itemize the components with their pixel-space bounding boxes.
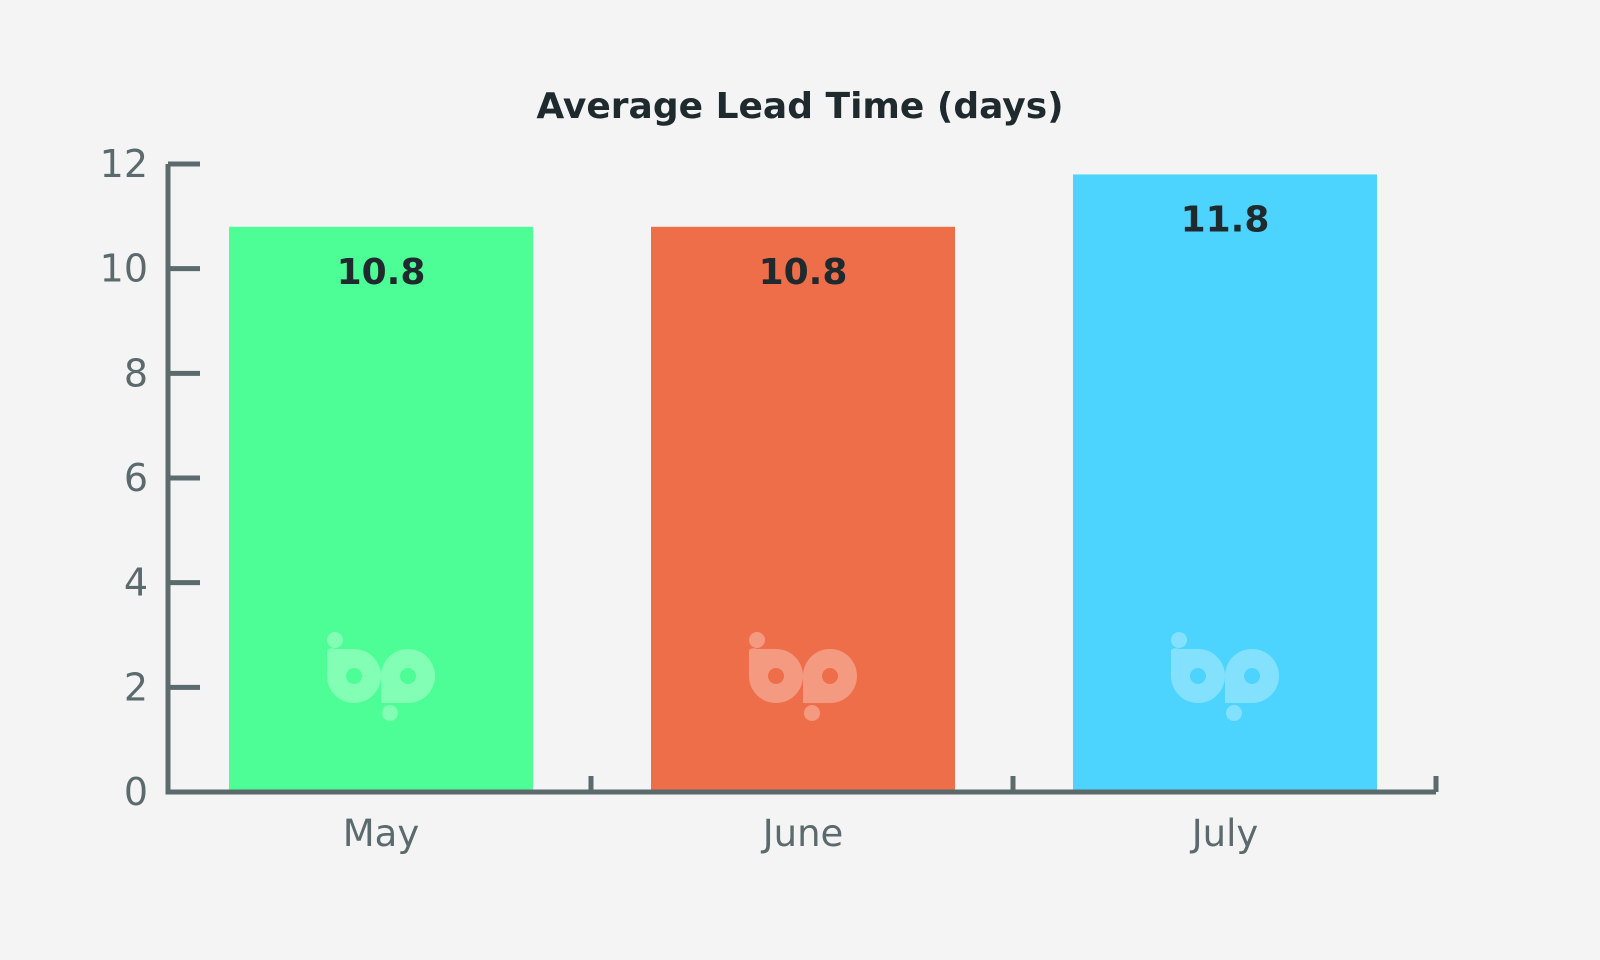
data-label: 10.8 — [759, 252, 848, 293]
data-label: 11.8 — [1181, 199, 1270, 240]
bp-logo-icon — [1171, 632, 1279, 721]
bar-group-june: 10.8 — [651, 226, 955, 793]
y-tick-label: 2 — [124, 665, 148, 709]
bar-group-may: 10.8 — [229, 226, 533, 793]
y-tick-label: 12 — [100, 142, 148, 186]
x-axis: May June July — [165, 776, 1439, 855]
y-tick-label: 0 — [124, 770, 148, 814]
y-tick-label: 4 — [124, 561, 148, 605]
x-tick-label: July — [1190, 812, 1259, 855]
x-tick-label: June — [761, 812, 844, 855]
y-tick-label: 10 — [100, 247, 148, 291]
bar — [229, 226, 533, 793]
y-tick-label: 8 — [124, 351, 148, 395]
bar-group-july: 11.8 — [1073, 174, 1377, 792]
bp-logo-icon — [327, 632, 435, 721]
bp-logo-icon — [749, 632, 857, 721]
chart-title: Average Lead Time (days) — [536, 86, 1063, 127]
data-label: 10.8 — [337, 252, 426, 293]
y-tick-label: 6 — [124, 456, 148, 500]
bar — [651, 226, 955, 793]
x-tick-label: May — [343, 812, 420, 855]
bars: 10.8 10.8 11.8 — [229, 174, 1377, 793]
y-axis: 0 2 4 6 8 10 12 — [100, 142, 200, 814]
bar — [1073, 174, 1377, 792]
